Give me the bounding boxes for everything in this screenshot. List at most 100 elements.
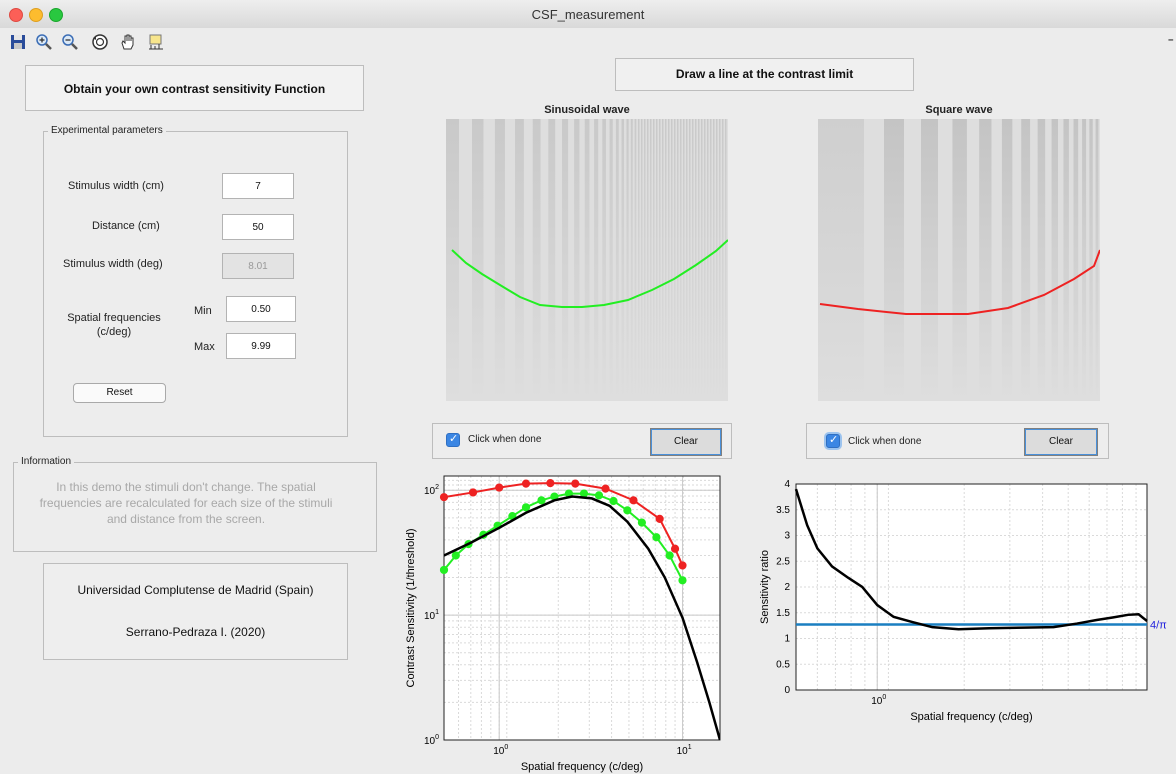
csf-green-point — [678, 576, 687, 585]
csf-red-point — [670, 544, 680, 553]
sinusoidal-clear-button[interactable]: Clear — [650, 428, 722, 456]
window-title: CSF_measurement — [531, 7, 645, 22]
instruction-box: Draw a line at the contrast limit — [615, 58, 914, 91]
csf-green-point — [521, 503, 531, 512]
distance-input[interactable]: 50 — [222, 214, 294, 240]
toolbar-overflow-icon[interactable]: ⁼ — [1167, 35, 1174, 49]
csf-red-point — [629, 496, 638, 505]
csf-y-axis-label: Contrast Sensitivity (1/threshold) — [405, 529, 417, 688]
ratio-x-axis-label: Spatial frequency (c/deg) — [910, 711, 1032, 723]
data-cursor-icon[interactable] — [146, 32, 166, 52]
min-frequency-input[interactable]: 0.50 — [226, 296, 296, 322]
sinusoidal-stimulus[interactable] — [446, 119, 728, 401]
csf-chart: 100 101 100 101 102 Spatial frequency (c/deg)… — [405, 475, 721, 773]
csf-green-point — [579, 489, 589, 498]
csf-red-point — [601, 484, 610, 493]
csf-green-point — [451, 551, 460, 560]
stim-width-cm-label: Stimulus width (cm) — [68, 180, 164, 192]
stim-width-deg-field: 8.01 — [222, 253, 294, 279]
y-tick-label: 0 — [784, 685, 790, 696]
y-tick-label: 4 — [784, 479, 790, 490]
credits-panel: Universidad Complutense de Madrid (Spain… — [43, 563, 348, 660]
credits-university: Universidad Complutense de Madrid (Spain… — [77, 583, 314, 597]
y-tick-label: 1 — [784, 634, 790, 645]
ratio-chart: 0 0.5 1 1.5 2 2.5 3 3.5 4 100 Spatial frequency (c… — [759, 479, 1167, 723]
stim-width-deg-label: Stimulus width (deg) — [63, 258, 163, 270]
x-tick-label: 100 — [493, 744, 508, 757]
heading-box: Obtain your own contrast sensitivity Fun… — [25, 65, 364, 111]
spatial-frequencies-label-line2: (c/deg) — [96, 326, 132, 338]
csf-green-point — [609, 496, 618, 506]
x-tick-label: 101 — [677, 744, 692, 757]
square-clear-button[interactable]: Clear — [1024, 428, 1098, 456]
save-icon[interactable] — [8, 32, 28, 52]
max-label: Max — [194, 341, 215, 353]
csf-green-point — [652, 533, 661, 542]
information-legend: Information — [18, 456, 75, 467]
csf-green-point — [537, 496, 546, 505]
pan-hand-icon[interactable] — [118, 32, 138, 52]
square-stimulus[interactable] — [818, 119, 1100, 401]
stim-width-cm-input[interactable]: 7 — [222, 173, 294, 199]
zoom-in-icon[interactable] — [34, 32, 54, 52]
sinusoidal-done-label: Click when done — [468, 434, 542, 445]
checkmark-icon: ✓ — [829, 434, 839, 446]
app-heading: Obtain your own contrast sensitivity Fun… — [63, 82, 326, 96]
csf-red-point — [439, 493, 449, 502]
sinusoidal-done-checkbox[interactable]: ✓ — [446, 433, 460, 447]
min-label: Min — [194, 305, 212, 317]
csf-green-point — [637, 518, 646, 527]
csf-black-line — [444, 495, 720, 740]
y-tick-label: 2.5 — [776, 556, 790, 567]
four-over-pi-label: 4/π — [1150, 619, 1167, 631]
csf-green-point — [623, 506, 632, 515]
ratio-y-axis-label: Sensitivity ratio — [759, 550, 771, 624]
experimental-parameters-legend: Experimental parameters — [48, 125, 166, 136]
figure-toolbar: ⁼ — [0, 28, 1176, 56]
distance-label: Distance (cm) — [92, 220, 160, 232]
rotate-3d-icon[interactable] — [90, 32, 110, 52]
csf-axes-box — [443, 475, 721, 741]
square-drawn-line — [819, 249, 1100, 315]
square-done-label: Click when done — [848, 436, 922, 447]
credits-author: Serrano-Pedraza I. (2020) — [125, 625, 266, 639]
information-panel — [13, 462, 377, 552]
sinusoidal-drawn-line — [451, 239, 728, 308]
csf-red-point — [546, 479, 555, 488]
maximize-window-button[interactable] — [49, 8, 63, 22]
csf-x-axis-label: Spatial frequency (c/deg) — [521, 761, 643, 773]
csf-red-point — [678, 561, 687, 570]
spatial-frequencies-label-line1: Spatial frequencies — [67, 312, 161, 324]
x-tick-label: 100 — [871, 694, 886, 707]
csf-red-point — [495, 483, 504, 492]
square-title: Square wave — [925, 104, 993, 116]
spatial-frequencies-label: Spatial frequencies (c/deg) — [62, 311, 166, 339]
csf-green-point — [439, 565, 449, 575]
minimize-window-button[interactable] — [29, 8, 43, 22]
close-window-button[interactable] — [9, 8, 23, 22]
y-tick-label: 102 — [424, 484, 439, 497]
ratio-curve — [794, 488, 1148, 631]
y-tick-label: 100 — [424, 734, 439, 747]
reset-button[interactable]: Reset — [73, 383, 166, 403]
csf-green-point — [594, 491, 604, 500]
y-tick-label: 1.5 — [776, 608, 790, 619]
information-text: In this demo the stimuli don't change. T… — [39, 480, 333, 526]
y-tick-label: 2 — [784, 582, 790, 593]
y-tick-label: 3.5 — [776, 505, 790, 516]
csf-red-point — [521, 479, 531, 488]
ratio-axes-box — [795, 483, 1148, 691]
y-tick-label: 0.5 — [776, 659, 790, 670]
y-tick-label: 3 — [784, 531, 790, 542]
square-done-checkbox[interactable]: ✓ — [826, 434, 840, 448]
csf-red-point — [468, 488, 478, 497]
max-frequency-input[interactable]: 9.99 — [226, 333, 296, 359]
zoom-out-icon[interactable] — [60, 32, 80, 52]
y-tick-label: 101 — [424, 609, 439, 622]
csf-green-point — [665, 551, 674, 560]
instruction-text: Draw a line at the contrast limit — [675, 67, 854, 81]
checkmark-icon: ✓ — [449, 433, 459, 445]
csf-red-point — [571, 479, 580, 488]
csf-red-point — [655, 514, 664, 523]
csf-plot-area — [444, 476, 720, 740]
